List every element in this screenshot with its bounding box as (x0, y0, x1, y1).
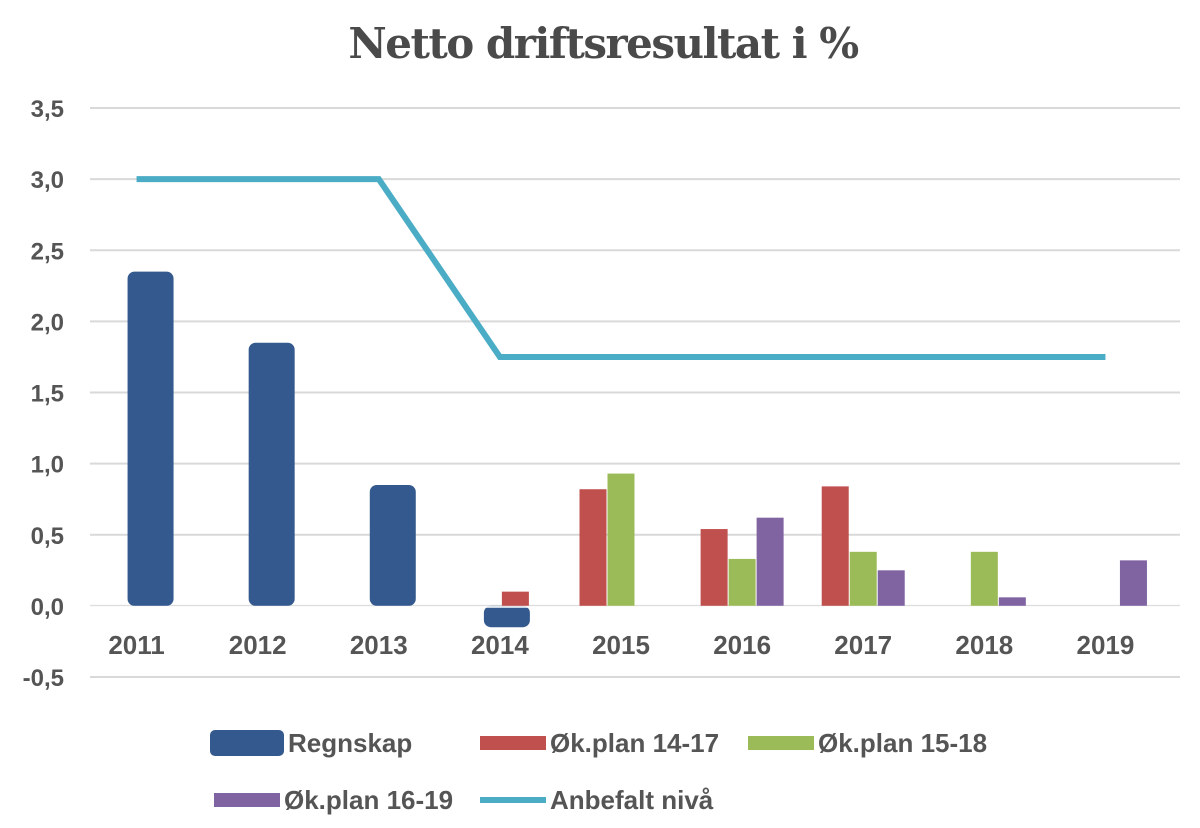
bar-regnskap-2011 (127, 271, 174, 606)
bar-regnskap-2012 (248, 342, 295, 606)
x-axis-category-labels: 2011 2012 2013 2014 2015 2016 2017 2018 2019 (108, 630, 1134, 660)
x-tick-label: 2018 (955, 630, 1013, 660)
line-anbefalt-niv (136, 176, 1106, 360)
bar-regnskap-2014 (483, 605, 530, 628)
x-tick-label: 2016 (713, 630, 771, 660)
x-tick-label: 2012 (229, 630, 287, 660)
y-tick-label: 1,0 (31, 452, 64, 479)
legend-item-k-plan-15-18: Øk.plan 15-18 (748, 728, 987, 758)
recommended-level-line (136, 176, 1106, 360)
x-tick-label: 2013 (350, 630, 408, 660)
bar-k-plan-15-18-2018 (970, 551, 998, 606)
legend-swatch (480, 736, 546, 750)
legend-swatch (748, 736, 814, 750)
bar-k-plan-15-18-2016 (728, 558, 756, 606)
legend-item-k-plan-16-19: Øk.plan 16-19 (214, 785, 453, 815)
bar-regnskap-2013 (369, 484, 416, 606)
y-tick-label: 2,5 (31, 238, 64, 265)
bars (90, 271, 1180, 628)
bar-k-plan-14-17-2016 (700, 529, 728, 606)
legend-label: Øk.plan 14-17 (550, 728, 719, 758)
y-tick-label: -0,5 (23, 665, 64, 692)
legend-label: Regnskap (288, 728, 412, 758)
y-tick-label: 1,5 (31, 381, 64, 408)
y-tick-label: 2,0 (31, 309, 64, 336)
legend-label: Øk.plan 15-18 (818, 728, 987, 758)
bar-k-plan-14-17-2015 (579, 489, 607, 606)
x-tick-label: 2014 (471, 630, 529, 660)
legend: Regnskap Øk.plan 14-17 Øk.plan 15-18 Øk.pla… (210, 728, 987, 815)
y-tick-label: 0,0 (31, 594, 64, 621)
bar-k-plan-16-19-2018 (998, 597, 1026, 606)
bar-k-plan-15-18-2017 (849, 551, 877, 606)
x-tick-label: 2019 (1077, 630, 1135, 660)
bar-k-plan-16-19-2019 (1119, 560, 1147, 606)
bar-k-plan-16-19-2016 (756, 517, 784, 606)
y-axis-tick-labels: 3,5 3,0 2,5 2,0 1,5 1,0 0,5 0,0 -0,5 (23, 96, 64, 692)
bar-k-plan-15-18-2015 (607, 473, 635, 606)
x-tick-label: 2017 (834, 630, 892, 660)
x-tick-label: 2011 (108, 630, 164, 660)
bar-k-plan-14-17-2017 (821, 486, 849, 606)
legend-item-anbefalt-niv: Anbefalt nivå (480, 785, 714, 815)
y-tick-label: 0,5 (31, 523, 64, 550)
y-tick-label: 3,0 (31, 167, 64, 194)
legend-item-regnskap: Regnskap (210, 728, 412, 758)
legend-swatch (214, 793, 280, 807)
legend-swatch (210, 730, 284, 756)
legend-label: Øk.plan 16-19 (284, 785, 453, 815)
bar-k-plan-16-19-2017 (877, 570, 905, 606)
y-tick-label: 3,5 (31, 96, 64, 123)
legend-item-k-plan-14-17: Øk.plan 14-17 (480, 728, 719, 758)
bar-k-plan-14-17-2014 (501, 591, 529, 606)
x-tick-label: 2015 (592, 630, 650, 660)
legend-label: Anbefalt nivå (550, 785, 714, 815)
chart-title: Netto driftsresultat i % (348, 19, 858, 68)
